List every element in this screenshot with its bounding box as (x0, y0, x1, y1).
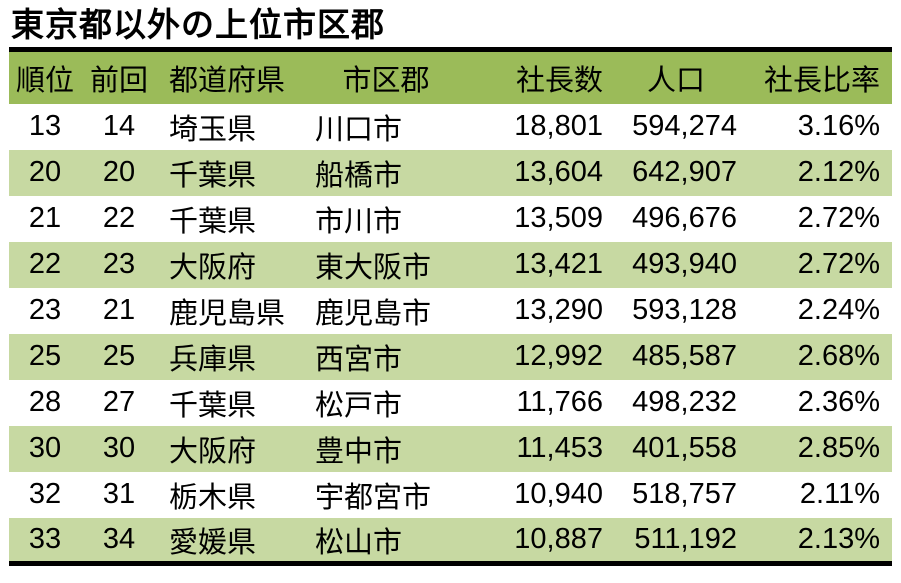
cell-pref: 大阪府 (169, 435, 257, 468)
cell-presidents: 12,992 (514, 340, 603, 373)
cell-population: 593,128 (632, 294, 737, 327)
cell-pref: 千葉県 (169, 159, 257, 192)
cell-city: 豊中市 (315, 435, 403, 468)
cell-population: 485,587 (632, 340, 737, 373)
cell-presidents: 18,801 (514, 110, 603, 143)
cell-presidents: 11,453 (516, 432, 603, 465)
column-header-ratio: 社長比率 (763, 65, 880, 97)
cell-presidents: 10,940 (514, 478, 603, 511)
cell-prev: 31 (102, 478, 136, 511)
cell-presidents: 13,509 (514, 202, 603, 235)
cell-rank: 23 (28, 294, 62, 327)
table-row: 21 22 千葉県 市川市 13,509 496,676 2.72% (9, 195, 892, 242)
cell-prev: 21 (102, 294, 136, 327)
cell-presidents: 10,887 (514, 523, 603, 555)
cell-city: 鹿児島市 (315, 297, 432, 330)
cell-city: 宇都宮市 (315, 481, 432, 514)
cell-ratio: 2.12% (797, 156, 880, 189)
table-row: 22 23 大阪府 東大阪市 13,421 493,940 2.72% (9, 241, 892, 288)
cell-presidents: 13,604 (514, 156, 603, 189)
cell-population: 642,907 (632, 156, 737, 189)
cell-ratio: 2.72% (797, 248, 880, 281)
cell-pref: 埼玉県 (169, 113, 257, 146)
cell-rank: 22 (28, 248, 62, 281)
cell-ratio: 2.68% (797, 340, 880, 373)
cell-city: 松山市 (315, 526, 403, 559)
table-row: 20 20 千葉県 船橋市 13,604 642,907 2.12% (9, 149, 892, 196)
cell-pref: 愛媛県 (169, 526, 257, 559)
cell-population: 401,558 (632, 432, 737, 465)
column-header-presidents: 社長数 (515, 65, 603, 97)
cell-ratio: 3.16% (797, 110, 880, 143)
cell-ratio: 2.85% (797, 432, 880, 465)
cell-prev: 23 (102, 248, 136, 281)
cell-rank: 30 (28, 432, 62, 465)
cell-prev: 20 (102, 156, 136, 189)
column-header-population: 人口 (646, 65, 705, 97)
table-row: 13 14 埼玉県 川口市 18,801 594,274 3.16% (9, 103, 892, 150)
cell-prev: 27 (102, 386, 136, 419)
table-body: 13 14 埼玉県 川口市 18,801 594,274 3.16% 20 20 千葉県 船橋市 13… (9, 103, 892, 564)
ranking-table: 順位 前回 都道府県 市区郡 社長数 人口 社長比率 13 14 埼玉県 川口市 18,801 594… (9, 47, 892, 567)
cell-presidents: 11,766 (516, 386, 603, 419)
cell-pref: 千葉県 (169, 389, 257, 422)
cell-population: 594,274 (632, 110, 737, 143)
cell-population: 518,757 (632, 478, 737, 511)
cell-population: 511,192 (634, 523, 737, 555)
table-row: 32 31 栃木県 宇都宮市 10,940 518,757 2.11% (9, 471, 892, 518)
cell-ratio: 2.72% (797, 202, 880, 235)
cell-city: 松戸市 (315, 389, 403, 422)
table-head: 順位 前回 都道府県 市区郡 社長数 人口 社長比率 (9, 49, 892, 104)
cell-population: 496,676 (632, 202, 737, 235)
table-row: 30 30 大阪府 豊中市 11,453 401,558 2.85% (9, 425, 892, 472)
cell-rank: 32 (28, 478, 62, 511)
cell-prev: 25 (102, 340, 136, 373)
page-title: 東京都以外の上位市区郡 (11, 6, 385, 43)
column-header-prev: 前回 (89, 65, 148, 97)
cell-presidents: 13,290 (514, 294, 603, 327)
table-row: 28 27 千葉県 松戸市 11,766 498,232 2.36% (9, 379, 892, 426)
table-row: 23 21 鹿児島県 鹿児島市 13,290 593,128 2.24% (9, 287, 892, 334)
column-header-city: 市区郡 (342, 65, 430, 97)
cell-rank: 33 (28, 523, 62, 555)
cell-ratio: 2.11% (799, 478, 880, 511)
cell-prev: 22 (102, 202, 136, 235)
cell-prev: 34 (102, 523, 136, 555)
cell-pref: 千葉県 (169, 205, 257, 238)
cell-prev: 14 (102, 110, 136, 143)
table-row: 25 25 兵庫県 西宮市 12,992 485,587 2.68% (9, 333, 892, 380)
cell-rank: 13 (28, 110, 62, 143)
header-row: 順位 前回 都道府県 市区郡 社長数 人口 社長比率 (9, 49, 892, 104)
cell-ratio: 2.36% (797, 386, 880, 419)
table-row: 33 34 愛媛県 松山市 10,887 511,192 2.13% (9, 517, 892, 564)
cell-pref: 栃木県 (169, 481, 257, 514)
cell-presidents: 13,421 (514, 248, 603, 281)
cell-ratio: 2.24% (797, 294, 880, 327)
cell-population: 498,232 (632, 386, 737, 419)
column-header-rank: 順位 (15, 65, 74, 97)
cell-pref: 鹿児島県 (169, 297, 286, 330)
cell-pref: 大阪府 (169, 251, 257, 284)
cell-city: 西宮市 (315, 343, 403, 376)
cell-rank: 25 (28, 340, 62, 373)
cell-rank: 20 (28, 156, 62, 189)
cell-city: 川口市 (315, 113, 403, 146)
column-header-pref: 都道府県 (169, 65, 286, 97)
cell-city: 船橋市 (315, 159, 403, 192)
cell-population: 493,940 (632, 248, 737, 281)
cell-ratio: 2.13% (797, 523, 880, 555)
cell-pref: 兵庫県 (169, 343, 257, 376)
cell-city: 東大阪市 (315, 251, 432, 284)
cell-rank: 28 (28, 386, 62, 419)
cell-city: 市川市 (315, 205, 403, 238)
cell-prev: 30 (102, 432, 136, 465)
cell-rank: 21 (28, 202, 62, 235)
